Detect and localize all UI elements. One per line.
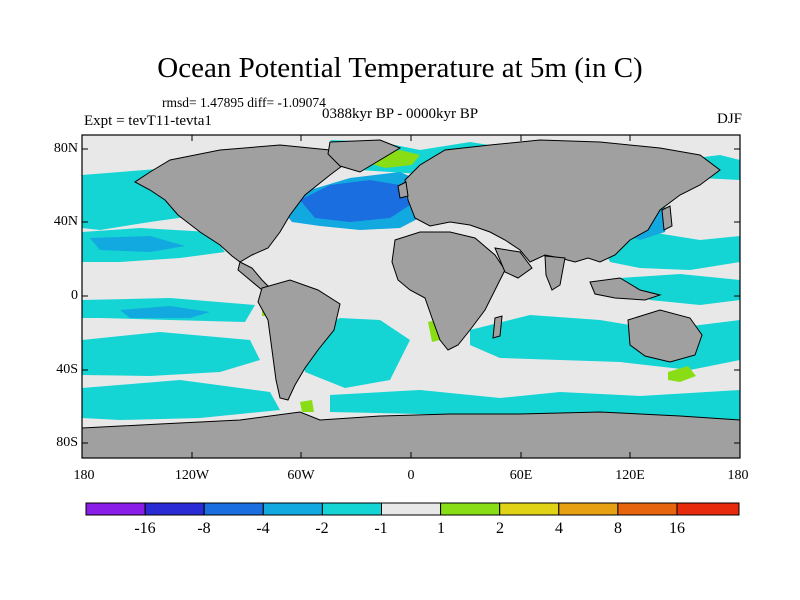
colorbar-label: 16 <box>669 520 685 537</box>
africa <box>391 231 506 351</box>
colorbar-box-4 <box>321 502 382 516</box>
colorbar-box-1 <box>144 502 205 516</box>
colorbar-box-0 <box>85 502 146 516</box>
colorbar-box-6 <box>440 502 501 516</box>
colorbar-box-10 <box>676 502 740 516</box>
lat-tick-label: 80N <box>53 141 78 156</box>
british-isles <box>397 181 409 199</box>
axis-ticks <box>82 135 740 458</box>
plot-title: Ocean Potential Temperature at 5m (in C) <box>157 52 643 84</box>
madagascar <box>492 315 503 339</box>
map-area <box>82 135 740 458</box>
lon-tick-label: 60E <box>509 468 533 483</box>
japan <box>661 205 673 231</box>
colorbar-box-3 <box>262 502 323 516</box>
anomaly-darkblue-regions <box>300 180 410 222</box>
lon-tick-label: 120W <box>174 468 210 483</box>
maritime-continent <box>589 277 662 301</box>
arabia <box>494 247 533 279</box>
colorbar-label: -2 <box>315 520 329 537</box>
lat-tick-label: 0 <box>71 288 78 303</box>
australia <box>627 309 703 363</box>
lon-tick-label: 180 <box>73 468 95 483</box>
antarctica <box>82 411 740 458</box>
colorbar-box-2 <box>203 502 264 516</box>
lon-tick-label: 120E <box>615 468 645 483</box>
lat-tick-label: 80S <box>56 435 78 450</box>
rmsd-diff-stats: rmsd= 1.47895 diff= -1.09074 <box>162 95 326 110</box>
period-label: 0388kyr BP - 0000kyr BP <box>322 106 479 122</box>
colorbar-label: 4 <box>555 520 563 537</box>
colorbar-label: 8 <box>614 520 622 537</box>
season-label: DJF <box>716 111 742 127</box>
lon-tick-label: 180 <box>727 468 749 483</box>
land-masses <box>82 139 740 458</box>
colorbar-label: -8 <box>197 520 211 537</box>
colorbar-label: -4 <box>256 520 270 537</box>
greenland <box>327 139 402 173</box>
lat-tick-label: 40N <box>53 214 78 229</box>
colorbar-label: -16 <box>134 520 156 537</box>
colorbar <box>85 502 740 516</box>
lon-tick-label: 60W <box>287 468 315 483</box>
experiment-label: Expt = tevT11-tevta1 <box>84 113 212 129</box>
eurasia <box>404 139 721 263</box>
colorbar-box-5 <box>381 502 442 516</box>
lon-tick-label: 0 <box>407 468 415 483</box>
lat-tick-label: 40S <box>56 362 78 377</box>
colorbar-label: 1 <box>437 520 445 537</box>
colorbar-label: 2 <box>496 520 504 537</box>
colorbar-box-8 <box>558 502 619 516</box>
colorbar-box-9 <box>617 502 678 516</box>
india <box>544 255 566 291</box>
colorbar-box-7 <box>499 502 560 516</box>
south-america <box>257 279 341 401</box>
colorbar-label: -1 <box>374 520 388 537</box>
